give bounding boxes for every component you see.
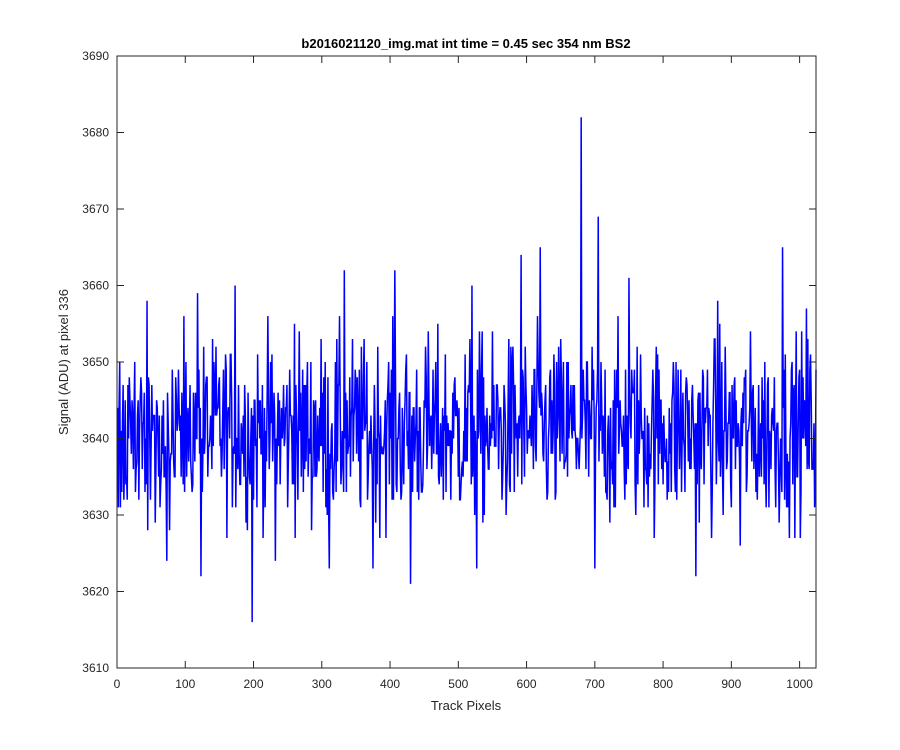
y-tick-label: 3660 xyxy=(82,279,109,293)
chart-title: b2016021120_img.mat int time = 0.45 sec … xyxy=(301,36,630,51)
x-tick-label: 800 xyxy=(653,677,673,691)
series-layer xyxy=(116,117,817,623)
x-tick-label: 200 xyxy=(244,677,264,691)
y-axis-label: Signal (ADU) at pixel 336 xyxy=(56,289,71,435)
plot-area xyxy=(117,56,816,668)
y-tick-label: 3630 xyxy=(82,508,109,522)
y-tick-label: 3650 xyxy=(82,355,109,369)
y-tick-label: 3690 xyxy=(82,49,109,63)
x-tick-label: 400 xyxy=(380,677,400,691)
x-tick-label: 1000 xyxy=(786,677,813,691)
x-axis: 0 100 200 300 400 500 600 700 800 900 1000 xyxy=(114,56,813,691)
y-axis: 3610 3620 3630 3640 3650 3660 3670 3680 3690 xyxy=(82,49,816,675)
y-tick-label: 3680 xyxy=(82,126,109,140)
x-tick-label: 100 xyxy=(175,677,195,691)
x-tick-label: 500 xyxy=(448,677,468,691)
y-tick-label: 3620 xyxy=(82,585,109,599)
x-tick-label: 300 xyxy=(312,677,332,691)
x-tick-label: 600 xyxy=(517,677,537,691)
y-tick-label: 3640 xyxy=(82,432,109,446)
y-tick-label: 3610 xyxy=(82,661,109,675)
x-tick-label: 0 xyxy=(114,677,121,691)
signal-line xyxy=(116,117,817,623)
x-tick-label: 900 xyxy=(721,677,741,691)
x-tick-label: 700 xyxy=(585,677,605,691)
y-tick-label: 3670 xyxy=(82,202,109,216)
x-axis-label: Track Pixels xyxy=(431,698,502,713)
